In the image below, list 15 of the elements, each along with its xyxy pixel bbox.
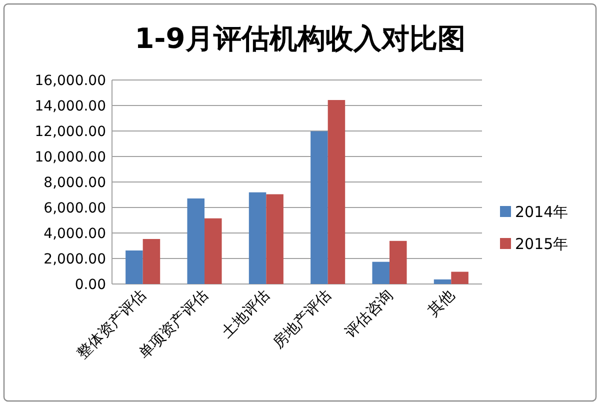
ytick: 12,000.00: [34, 124, 106, 140]
ytick: 10,000.00: [34, 150, 106, 166]
ytick: 0.00: [74, 277, 106, 293]
legend: 2014年: [515, 203, 568, 221]
ytick: 16,000.00: [34, 73, 106, 89]
xtick: 评估咨询: [341, 286, 396, 342]
xtick: 土地评估: [218, 286, 273, 342]
ytick: 2,000.00: [44, 252, 106, 268]
ytick: 8,000.00: [44, 175, 106, 191]
xtick: 其他: [424, 286, 458, 320]
legend: 2015年: [515, 235, 568, 253]
ytick: 6,000.00: [44, 200, 106, 216]
title: 1-9月评估机构收入对比图: [134, 22, 466, 55]
ytick: 14,000.00: [34, 98, 106, 114]
ytick: 4,000.00: [44, 226, 106, 242]
